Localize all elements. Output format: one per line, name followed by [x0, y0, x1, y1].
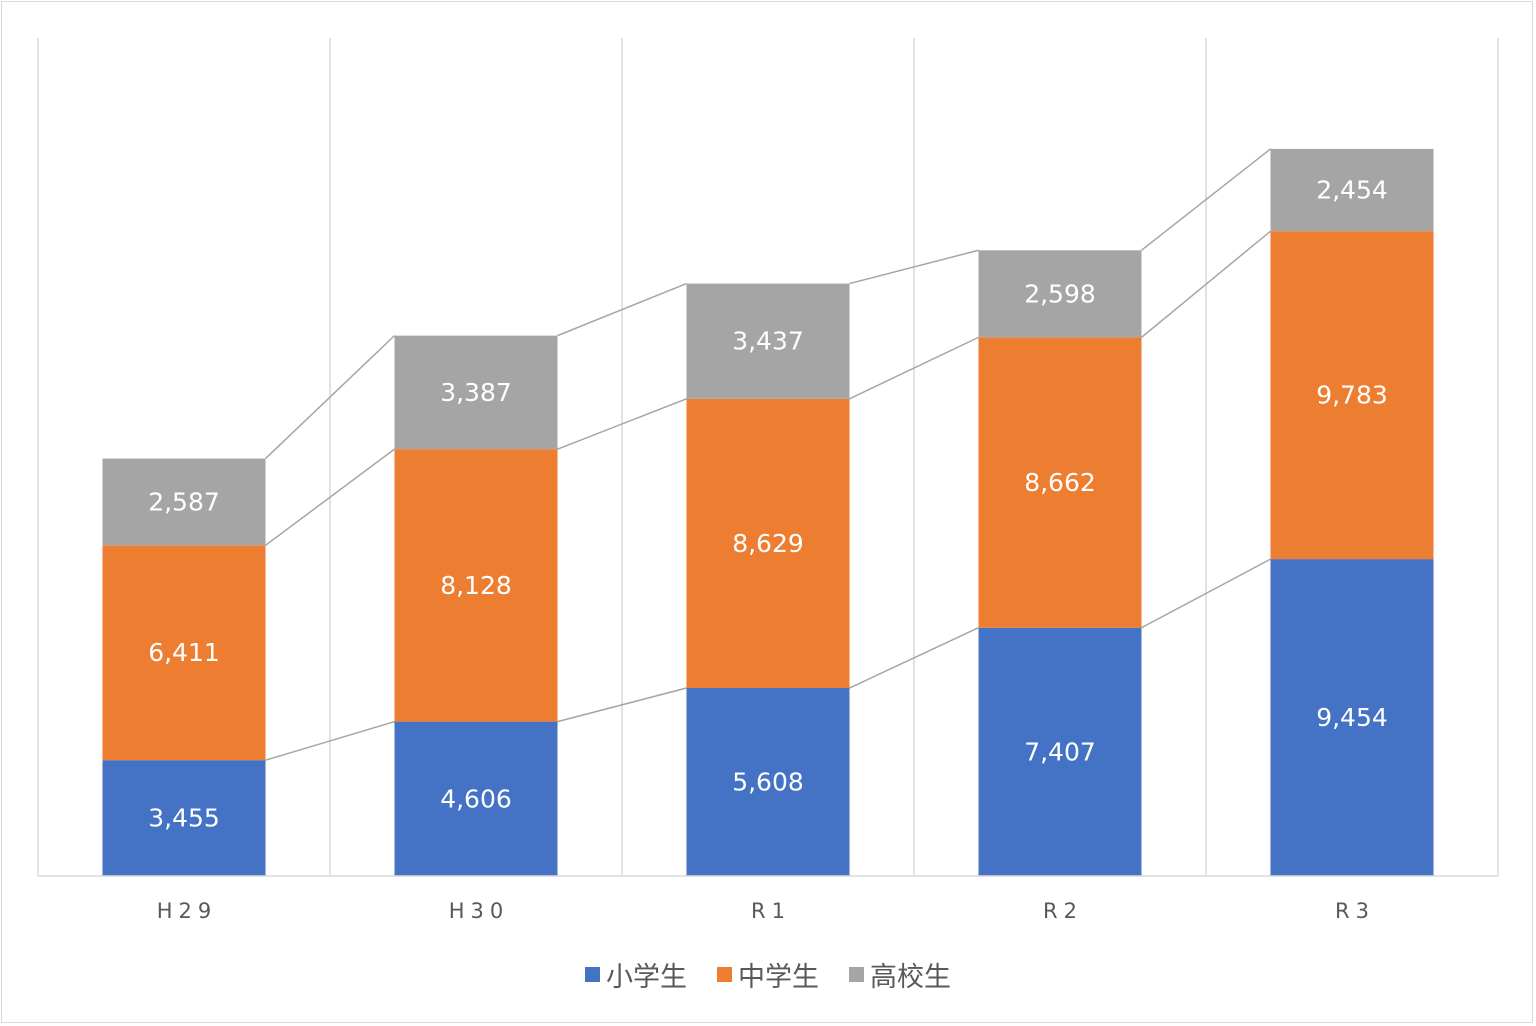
x-tick-label: R3 — [1335, 899, 1375, 923]
bar-segment — [102, 760, 266, 876]
data-label: 8,662 — [1024, 468, 1096, 497]
data-label: 3,387 — [440, 378, 512, 407]
series-line — [1141, 230, 1271, 338]
legend-item: 高校生 — [849, 955, 951, 994]
series-line — [557, 687, 687, 723]
bar-segment — [1270, 231, 1434, 560]
bar-segment — [102, 458, 266, 546]
legend: 小学生 中学生 高校生 — [0, 955, 1536, 994]
series-line — [1141, 558, 1271, 629]
legend-label: 高校生 — [870, 962, 951, 993]
bar-segment — [978, 627, 1142, 876]
legend-label: 小学生 — [606, 962, 687, 993]
data-label: 9,783 — [1316, 381, 1388, 410]
series-line — [264, 335, 396, 460]
legend-item: 小学生 — [585, 955, 687, 994]
series-line — [557, 398, 687, 450]
bar-segment — [978, 337, 1142, 628]
data-label: 2,598 — [1024, 279, 1096, 308]
legend-swatch — [849, 967, 864, 982]
bar-segment — [102, 545, 266, 761]
legend-swatch — [585, 967, 600, 982]
data-label: 4,606 — [440, 784, 512, 813]
bar-segment — [978, 250, 1142, 338]
legend-swatch — [717, 967, 732, 982]
series-line — [849, 627, 979, 689]
bar-segment — [1270, 148, 1434, 232]
bar-segment — [686, 688, 850, 876]
series-line — [265, 720, 395, 761]
bar-segment — [394, 721, 558, 876]
data-label: 3,437 — [732, 327, 804, 356]
bar-segment — [394, 449, 558, 722]
series-line — [1141, 148, 1271, 251]
data-label: 9,454 — [1316, 703, 1388, 732]
series-line — [265, 448, 395, 546]
data-label: 3,455 — [148, 804, 220, 833]
x-tick-label: H30 — [449, 899, 510, 923]
bar-segment — [686, 398, 850, 689]
data-label: 6,411 — [148, 638, 220, 667]
x-tick-label: H29 — [157, 899, 218, 923]
data-label: 8,629 — [732, 529, 804, 558]
series-line — [557, 282, 687, 337]
bar-segment — [394, 335, 558, 450]
data-label: 7,407 — [1024, 737, 1096, 766]
data-label: 5,608 — [732, 768, 804, 797]
bar-segment — [686, 283, 850, 399]
bar-segment — [1270, 559, 1434, 876]
data-label: 2,454 — [1316, 176, 1388, 205]
data-label: 8,128 — [440, 571, 512, 600]
legend-label: 中学生 — [738, 962, 819, 993]
series-line — [849, 249, 979, 285]
legend-item: 中学生 — [717, 955, 819, 994]
series-line — [849, 336, 979, 400]
x-tick-label: R2 — [1043, 899, 1083, 923]
x-tick-label: R1 — [751, 899, 791, 923]
data-label: 2,587 — [148, 487, 220, 516]
